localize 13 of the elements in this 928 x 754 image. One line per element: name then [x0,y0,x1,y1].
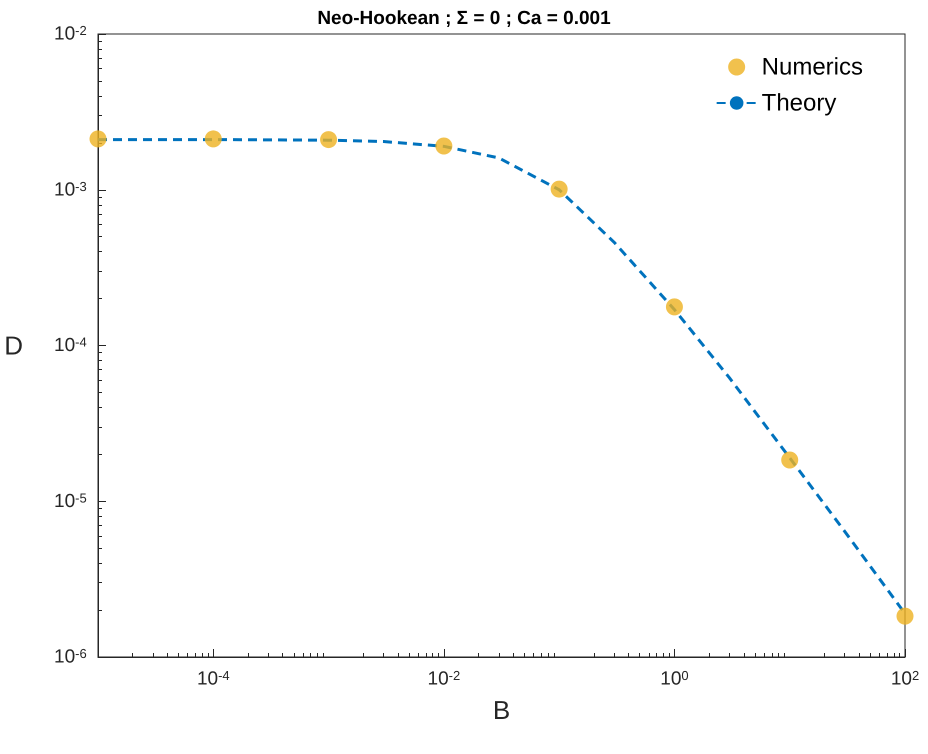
legend-label: Theory [762,90,836,116]
point [666,298,683,316]
point [204,130,222,148]
point [896,608,914,625]
legend-label: Numerics [762,54,863,80]
chart-title: Neo-Hookean ; Σ = 0 ; Ca = 0.001 [317,8,612,29]
point [435,137,452,154]
point [550,180,568,198]
point [781,452,798,468]
x-axis-title: B [492,695,510,725]
point [90,130,106,148]
point [320,131,338,148]
y-axis-title: D [4,330,23,360]
